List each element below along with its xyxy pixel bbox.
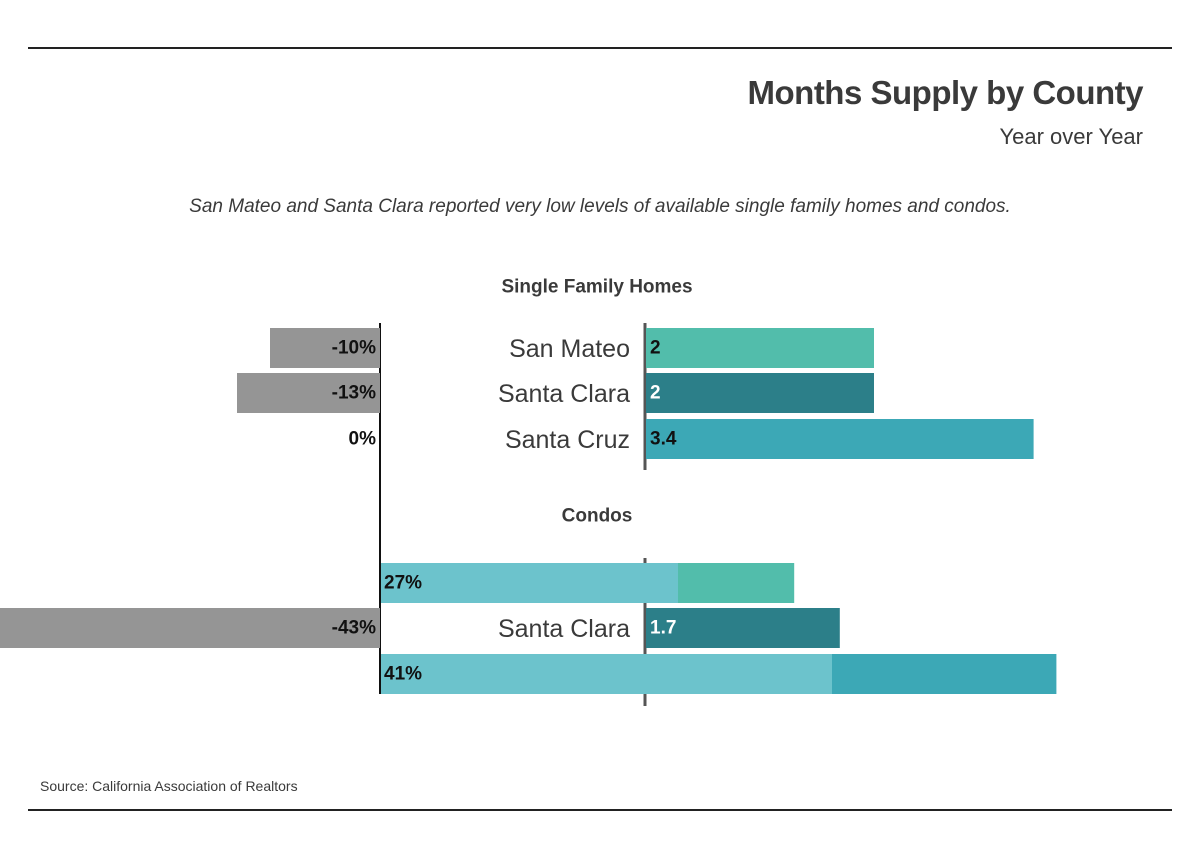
single-family-santa-clara-yoy-value: -13%	[332, 383, 376, 404]
single-family-san-mateo-yoy-value: -10%	[332, 338, 376, 359]
single-family-san-mateo-yoy-bar	[270, 328, 380, 368]
condos-santa-clara-label: Santa Clara	[498, 615, 630, 643]
condos-santa-cruz-yoy-bar	[381, 654, 832, 694]
condos-santa-clara-yoy-value: -43%	[332, 618, 376, 639]
single-family-san-mateo-supply-bar	[646, 328, 874, 368]
top-rule	[28, 47, 1172, 49]
condos-santa-clara-supply-value: 1.7	[650, 618, 676, 639]
single-family-san-mateo-label: San Mateo	[509, 335, 630, 363]
single-family-santa-cruz-label: Santa Cruz	[505, 426, 630, 454]
single-family-santa-clara-label: Santa Clara	[498, 380, 630, 408]
condos-san-mateo-yoy-value: 27%	[384, 573, 422, 594]
condos-santa-clara-supply-bar	[646, 608, 840, 648]
chart-note: San Mateo and Santa Clara reported very …	[189, 196, 1011, 217]
single-family-group-title: Single Family Homes	[501, 277, 692, 298]
source-note: Source: California Association of Realto…	[40, 778, 298, 794]
single-family-santa-clara-supply-value: 2	[650, 383, 661, 404]
single-family-san-mateo-supply-value: 2	[650, 338, 661, 359]
single-family-santa-cruz-supply-value: 3.4	[650, 429, 677, 450]
condos-group-title: Condos	[562, 506, 633, 527]
single-family-santa-cruz-supply-bar	[646, 419, 1034, 459]
single-family-santa-clara-supply-bar	[646, 373, 874, 413]
bottom-rule	[28, 809, 1172, 811]
condos-santa-clara-yoy-bar	[0, 608, 380, 648]
condos-santa-cruz-yoy-value: 41%	[384, 664, 422, 685]
page-title: Months Supply by County	[747, 74, 1144, 111]
condos-san-mateo-yoy-bar	[381, 563, 678, 603]
single-family-santa-cruz-yoy-value: 0%	[349, 429, 377, 450]
page-subtitle: Year over Year	[999, 124, 1143, 149]
single-family-santa-clara-yoy-bar	[237, 373, 380, 413]
